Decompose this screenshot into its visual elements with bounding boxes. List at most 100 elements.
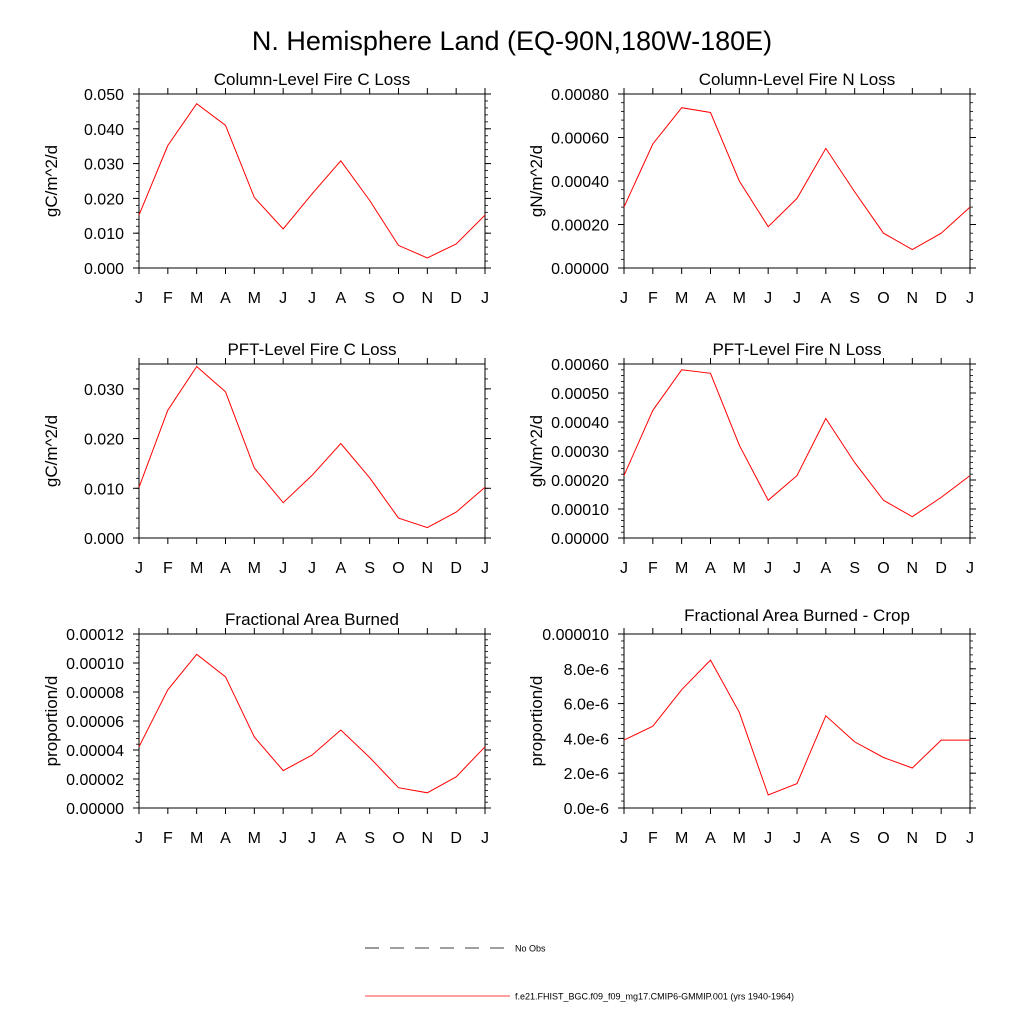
x-tick-label: J (135, 290, 143, 307)
x-tick-label: M (248, 290, 261, 307)
plot-frame (138, 633, 486, 809)
page-title: N. Hemisphere Land (EQ-90N,180W-180E) (252, 26, 772, 56)
x-tick-label: J (308, 560, 316, 577)
x-tick-label: N (422, 560, 434, 577)
x-tick-label: M (733, 830, 746, 847)
x-tick-label: J (620, 290, 628, 307)
y-tick-label: 0.030 (84, 382, 124, 399)
y-tick-label: 0.00010 (551, 502, 609, 519)
x-tick-label: J (793, 830, 801, 847)
x-tick-label: M (190, 560, 203, 577)
y-tick-label: 0.010 (84, 226, 124, 243)
y-tick-label: 0.000 (84, 261, 124, 278)
x-tick-label: D (450, 290, 462, 307)
x-tick-label: J (481, 560, 489, 577)
x-tick-label: A (705, 830, 716, 847)
x-tick-label: F (648, 830, 658, 847)
series-line (138, 653, 486, 794)
y-tick-label: 0.00008 (66, 685, 124, 702)
y-tick-label: 4.0e-6 (564, 731, 609, 748)
x-tick-label: M (675, 290, 688, 307)
panel-3: PFT-Level Fire C Loss 0.000 0.010 0.020 0.03… (42, 340, 491, 577)
x-tick-label: M (248, 830, 261, 847)
x-tick-label: F (163, 290, 173, 307)
y-axis-label: gN/m^2/d (527, 415, 546, 487)
x-tick-label: D (935, 830, 947, 847)
x-tick-label: M (675, 830, 688, 847)
y-tick-label: 0.050 (84, 87, 124, 104)
y-tick-label: 0.000 (84, 531, 124, 548)
y-tick-label: 0.00040 (551, 415, 609, 432)
x-tick-label: F (163, 830, 173, 847)
y-tick-label: 0.00050 (551, 386, 609, 403)
x-tick-label: A (820, 560, 831, 577)
x-tick-label: J (620, 830, 628, 847)
y-tick-label: 0.00012 (66, 627, 124, 644)
y-axis-label: gN/m^2/d (527, 145, 546, 217)
plot-frame (623, 633, 971, 809)
x-tick-label: N (907, 830, 919, 847)
series-line (623, 659, 970, 796)
y-tick-label: 0.00010 (66, 656, 124, 673)
x-tick-label: F (648, 290, 658, 307)
x-tick-label: A (335, 830, 346, 847)
x-tick-label: J (135, 830, 143, 847)
plot-frame (138, 363, 486, 539)
series-line (623, 369, 971, 518)
panel-2: Column-Level Fire N Loss 0.00000 0.00020 0.… (527, 70, 976, 307)
x-tick-label: O (877, 290, 889, 307)
panels: Column-Level Fire C Loss 0.000 0.010 0.020 0… (42, 70, 976, 847)
y-tick-label: 6.0e-6 (564, 697, 609, 714)
x-tick-label: O (877, 560, 889, 577)
x-tick-label: J (793, 560, 801, 577)
panel-title: Column-Level Fire C Loss (214, 70, 411, 89)
x-tick-label: A (220, 560, 231, 577)
x-tick-label: J (481, 290, 489, 307)
x-tick-label: F (163, 560, 173, 577)
x-tick-label: D (450, 830, 462, 847)
y-axis-label: proportion/d (42, 676, 61, 767)
x-tick-label: S (364, 290, 375, 307)
y-tick-label: 0.000010 (542, 627, 609, 644)
x-tick-label: J (966, 290, 974, 307)
series-line (623, 107, 971, 251)
x-tick-label: S (849, 830, 860, 847)
x-tick-label: M (190, 830, 203, 847)
y-tick-label: 0.00006 (66, 714, 124, 731)
panel-4: PFT-Level Fire N Loss 0.00000 0.00010 0.000… (527, 340, 976, 577)
x-tick-label: A (220, 290, 231, 307)
x-tick-label: S (364, 830, 375, 847)
x-tick-label: J (135, 560, 143, 577)
y-tick-label: 0.00060 (551, 131, 609, 148)
x-tick-label: M (733, 290, 746, 307)
y-tick-label: 2.0e-6 (564, 766, 609, 783)
plot-frame (623, 363, 971, 539)
x-tick-label: N (422, 830, 434, 847)
panel-1: Column-Level Fire C Loss 0.000 0.010 0.020 0… (42, 70, 491, 307)
panel-6: Fractional Area Burned - Crop 0.0e-6 2.0e-… (527, 606, 976, 847)
x-tick-label: J (279, 290, 287, 307)
panel-5: Fractional Area Burned 0.00000 0.00002 0.00… (42, 610, 491, 847)
x-tick-label: J (966, 560, 974, 577)
plot-frame (138, 93, 486, 269)
x-tick-label: J (764, 830, 772, 847)
panel-title: PFT-Level Fire N Loss (712, 340, 881, 359)
y-tick-label: 0.00080 (551, 87, 609, 104)
x-tick-label: M (190, 290, 203, 307)
x-tick-label: O (392, 830, 404, 847)
panel-title: Fractional Area Burned (225, 610, 399, 629)
x-tick-label: J (279, 560, 287, 577)
y-tick-label: 0.030 (84, 157, 124, 174)
y-axis-label: proportion/d (527, 676, 546, 767)
x-tick-label: N (907, 290, 919, 307)
x-tick-label: O (392, 560, 404, 577)
y-tick-label: 0.00004 (66, 743, 124, 760)
x-tick-label: J (308, 290, 316, 307)
x-tick-label: A (705, 560, 716, 577)
x-tick-label: D (935, 290, 947, 307)
x-tick-label: F (648, 560, 658, 577)
y-tick-label: 0.00000 (551, 531, 609, 548)
y-tick-label: 0.00002 (66, 772, 124, 789)
x-tick-label: A (820, 830, 831, 847)
